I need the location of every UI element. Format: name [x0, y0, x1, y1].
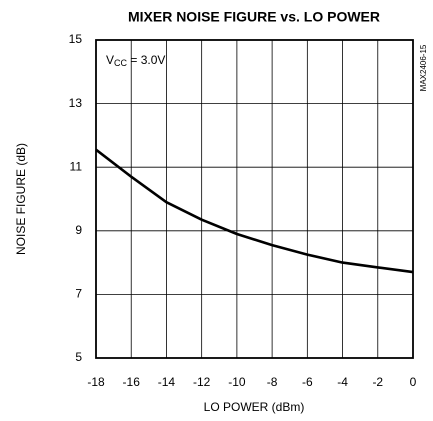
x-tick-label: 0: [410, 375, 417, 389]
y-tick-label: 15: [69, 32, 83, 46]
y-tick-label: 7: [75, 287, 82, 301]
x-tick-label: -10: [228, 375, 246, 389]
plot-area: 5 7 9 11 13 15 -18 -16 -14 -12 -10 -8 -6 -4 -2 0: [69, 32, 417, 389]
x-tick-label: -18: [87, 375, 105, 389]
x-axis-label: LO POWER (dBm): [204, 400, 305, 414]
annotation: VCC = 3.0V: [106, 53, 165, 68]
y-tick-label: 11: [70, 159, 83, 173]
x-tick-label: -4: [337, 375, 348, 389]
y-tick-label: 13: [69, 96, 83, 110]
figure-id: MAX2406-15: [419, 44, 428, 91]
line-series: [95, 148, 414, 274]
x-tick-label: -12: [193, 375, 211, 389]
plot-frame: [95, 39, 414, 359]
x-tick-label: -14: [158, 375, 176, 389]
annotation-main: V: [106, 53, 114, 67]
x-tick-label: -2: [372, 375, 383, 389]
annotation-rest: = 3.0V: [127, 53, 165, 67]
x-tick-label: -16: [123, 375, 141, 389]
chart-title: MIXER NOISE FIGURE vs. LO POWER: [128, 9, 380, 25]
x-tick-label: -8: [267, 375, 278, 389]
x-tick-label: -6: [302, 375, 313, 389]
y-axis-label: NOISE FIGURE (dB): [14, 143, 28, 255]
annotation-sub: CC: [114, 58, 127, 68]
y-tick-label: 5: [75, 350, 82, 364]
y-tick-label: 9: [75, 223, 82, 237]
